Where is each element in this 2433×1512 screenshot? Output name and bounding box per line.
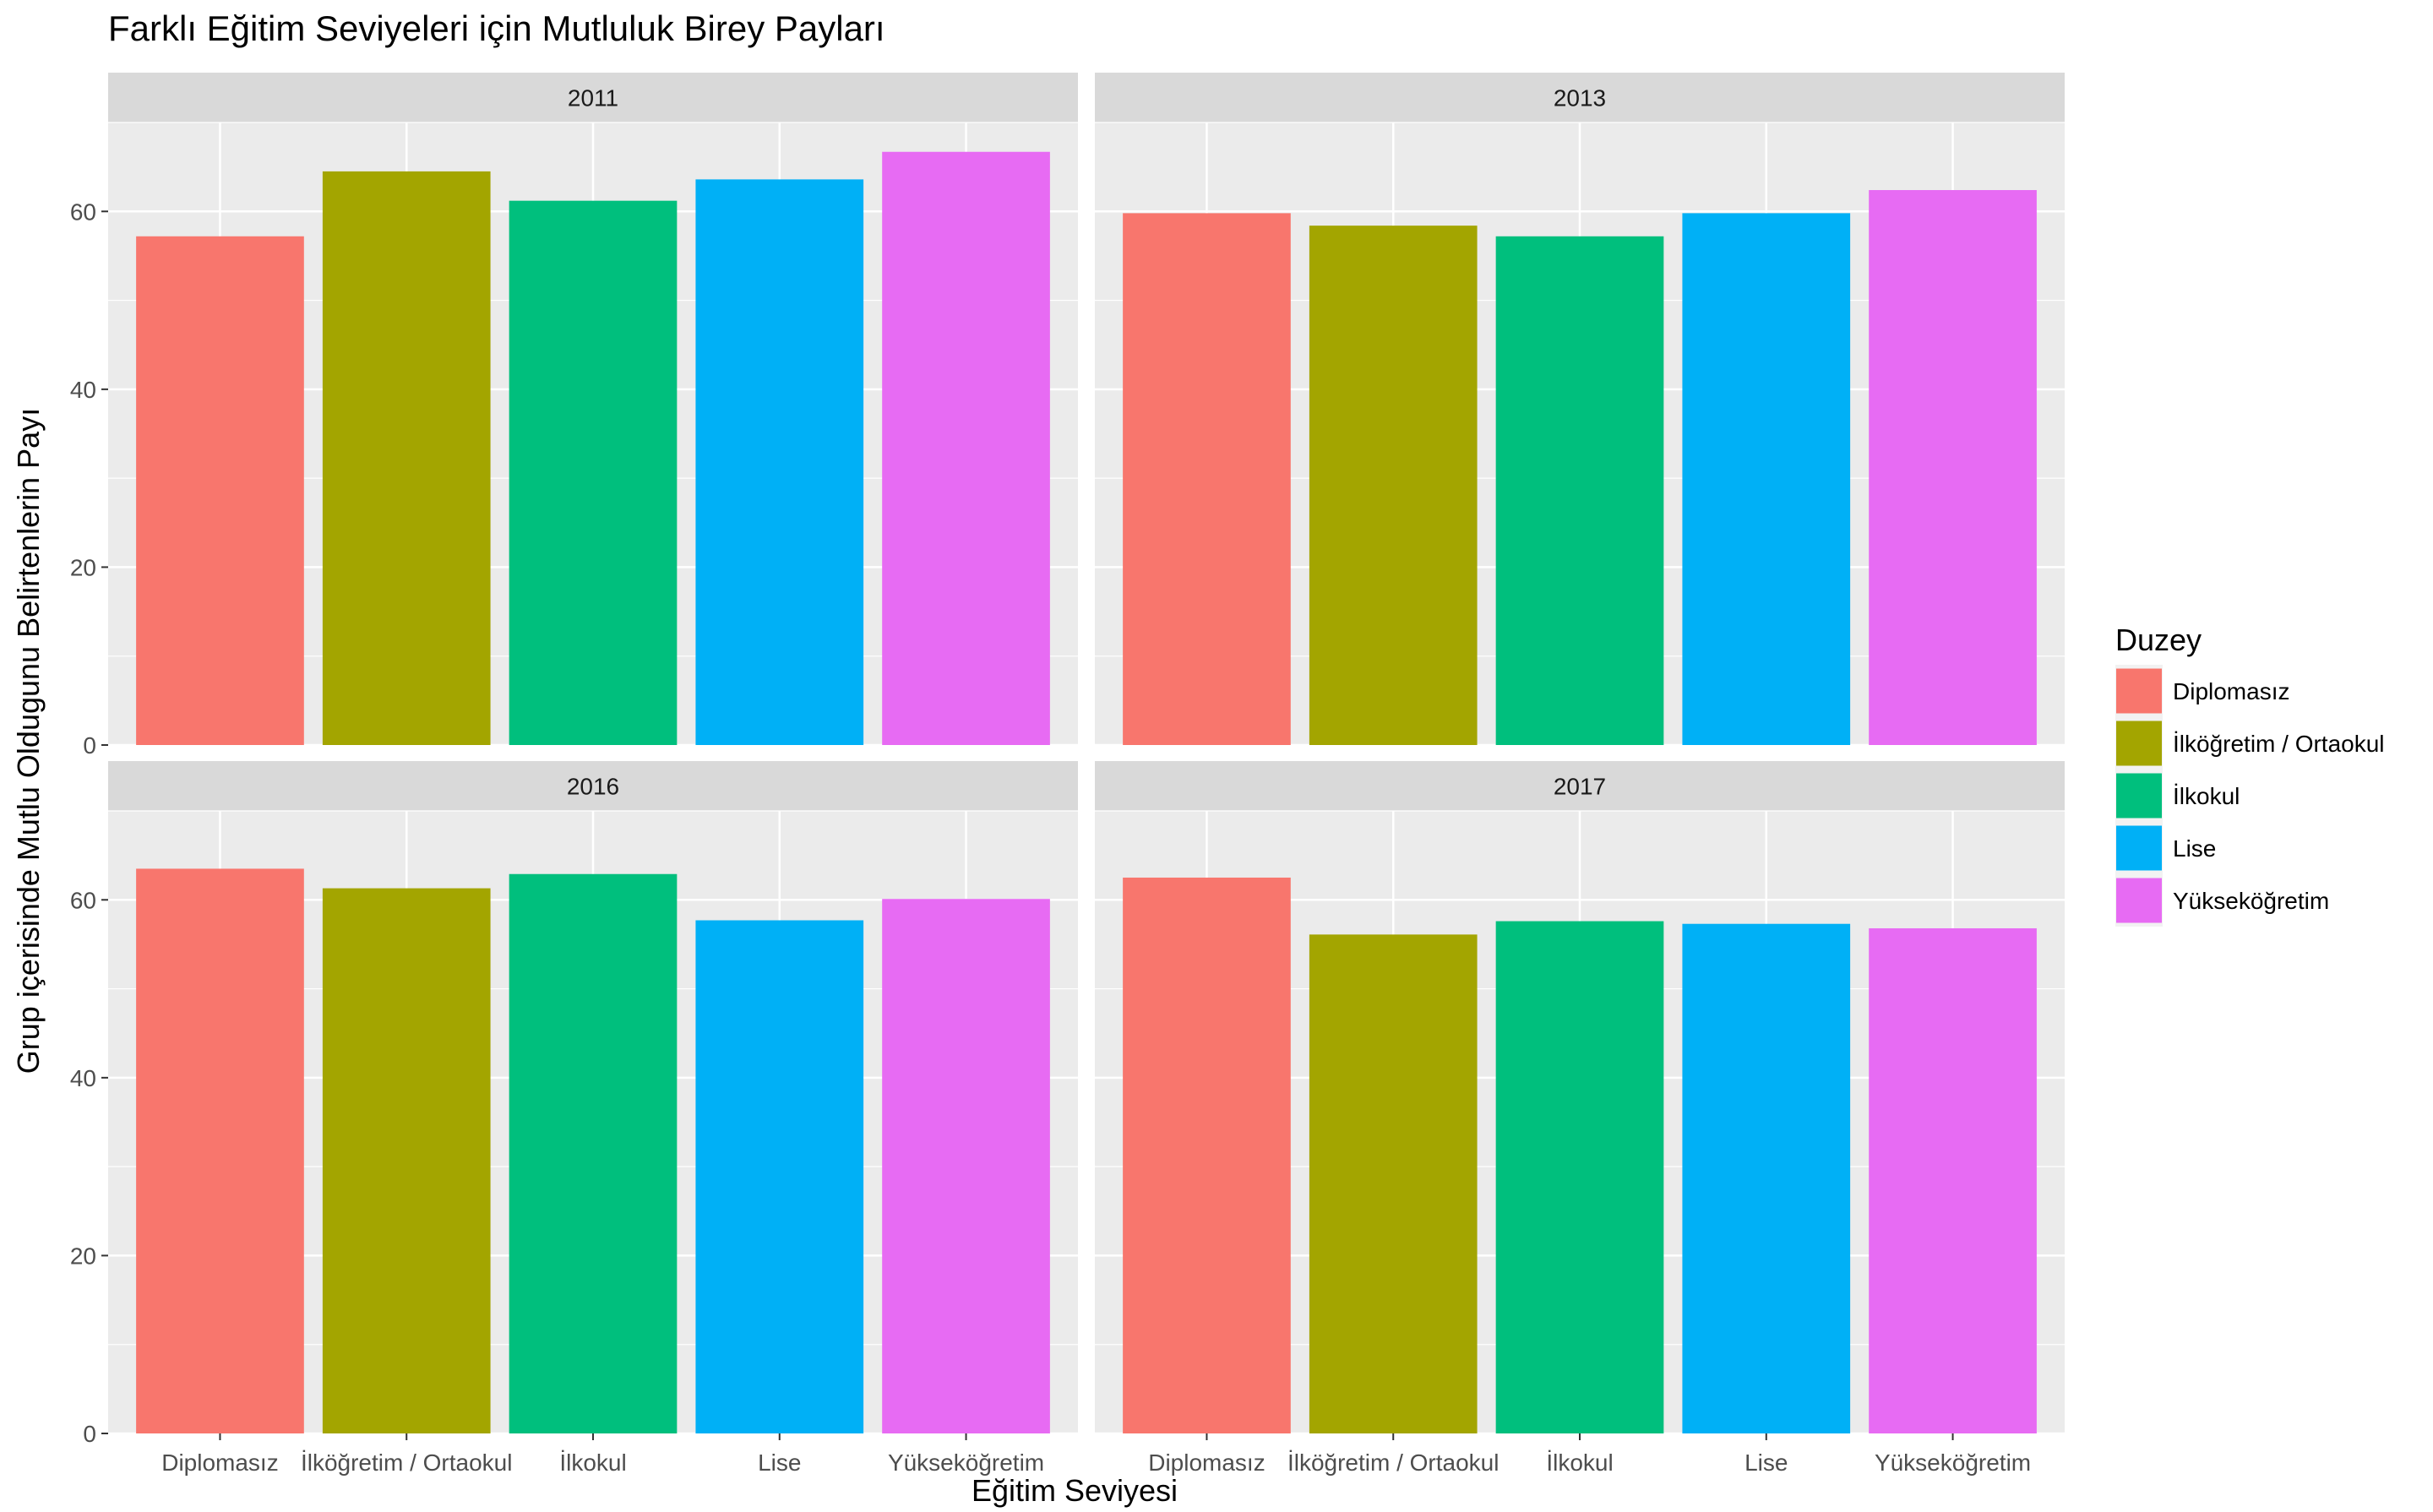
y-axis-title: Grup içerisinde Mutlu Oldugunu Belirtenl… bbox=[11, 408, 46, 1074]
legend-item: İlkokul bbox=[2115, 770, 2240, 822]
facet-strip-label: 2013 bbox=[1554, 85, 1606, 111]
y-tick-label: 60 bbox=[70, 199, 96, 225]
facet-panel: 2013 bbox=[1095, 73, 2065, 747]
legend-key bbox=[2116, 825, 2162, 871]
facet-panels: 2011 0 20 40 60 2013 2016 0 20 40 60 Diplomasız İlkö… bbox=[70, 73, 2065, 1476]
chart-title: Farklı Eğitim Seviyeleri için Mutluluk B… bbox=[108, 8, 885, 48]
bar bbox=[1495, 921, 1664, 1433]
y-tick-label: 60 bbox=[70, 887, 96, 913]
legend-key bbox=[2116, 878, 2162, 923]
legend-label: İlköğretim / Ortaokul bbox=[2173, 731, 2385, 757]
x-tick-label: İlköğretim / Ortaokul bbox=[301, 1449, 513, 1476]
bar bbox=[1123, 213, 1291, 746]
facet-panel: 2016 0 20 40 60 Diplomasız İlköğretim / Ortaok… bbox=[70, 761, 1078, 1476]
y-tick-label: 0 bbox=[83, 1421, 96, 1447]
x-tick-label: Diplomasız bbox=[1148, 1449, 1265, 1476]
x-tick-label: Diplomasız bbox=[161, 1449, 278, 1476]
bar bbox=[1123, 877, 1291, 1433]
bar bbox=[509, 200, 678, 745]
y-tick-label: 0 bbox=[83, 732, 96, 759]
bar bbox=[136, 868, 304, 1433]
x-tick-label: Yükseköğretim bbox=[1875, 1449, 2031, 1476]
legend-label: İlkokul bbox=[2173, 783, 2240, 809]
x-axis-title: Eğitim Seviyesi bbox=[972, 1473, 1178, 1508]
facet-strip-label: 2017 bbox=[1554, 774, 1606, 800]
bar bbox=[1682, 213, 1851, 746]
bar bbox=[1682, 923, 1851, 1433]
legend-key bbox=[2116, 668, 2162, 714]
y-tick-label: 20 bbox=[70, 1243, 96, 1269]
bar bbox=[882, 151, 1050, 746]
bar bbox=[882, 899, 1050, 1433]
y-tick-label: 40 bbox=[70, 1065, 96, 1091]
legend-item: Yükseköğretim bbox=[2115, 874, 2329, 927]
bar bbox=[1495, 236, 1664, 745]
legend-items: Diplomasız İlköğretim / Ortaokul İlkokul Li… bbox=[2115, 665, 2385, 927]
legend-label: Lise bbox=[2173, 835, 2216, 862]
legend-item: İlköğretim / Ortaokul bbox=[2115, 717, 2385, 770]
bar bbox=[695, 179, 864, 745]
facet-strip bbox=[108, 761, 1078, 811]
x-tick-label: İlkokul bbox=[1546, 1449, 1613, 1476]
legend-label: Yükseköğretim bbox=[2173, 888, 2329, 914]
x-tick-label: Lise bbox=[1744, 1449, 1788, 1476]
facet-strip bbox=[1095, 73, 2065, 122]
legend-label: Diplomasız bbox=[2173, 678, 2289, 704]
y-tick-label: 40 bbox=[70, 377, 96, 403]
legend-key bbox=[2116, 721, 2162, 766]
facet-panel: 2017 Diplomasız İlköğretim / Ortaokul İlkok… bbox=[1095, 761, 2065, 1476]
x-tick-label: Lise bbox=[758, 1449, 801, 1476]
y-tick-label: 20 bbox=[70, 554, 96, 580]
bar bbox=[509, 873, 678, 1433]
bar bbox=[322, 171, 491, 745]
facet-strip-label: 2011 bbox=[568, 85, 618, 111]
facet-strip-label: 2016 bbox=[567, 774, 619, 800]
bar bbox=[695, 920, 864, 1433]
bar bbox=[1309, 934, 1478, 1433]
x-tick-label: İlkokul bbox=[559, 1449, 626, 1476]
bar bbox=[1309, 226, 1478, 745]
facet-strip bbox=[1095, 761, 2065, 811]
x-tick-label: İlköğretim / Ortaokul bbox=[1287, 1449, 1500, 1476]
facet-strip bbox=[108, 73, 1078, 122]
facet-panel: 2011 0 20 40 60 bbox=[70, 73, 1078, 759]
legend-title: Duzey bbox=[2115, 623, 2202, 657]
bar bbox=[1869, 190, 2037, 745]
legend-key bbox=[2116, 773, 2162, 819]
legend-item: Diplomasız bbox=[2115, 665, 2289, 717]
x-tick-label: Yükseköğretim bbox=[888, 1449, 1044, 1476]
legend-item: Lise bbox=[2115, 822, 2216, 874]
bar bbox=[322, 888, 491, 1433]
bar bbox=[136, 236, 304, 745]
legend: Duzey Diplomasız İlköğretim / Ortaokul İlk… bbox=[2115, 623, 2385, 927]
bar bbox=[1869, 927, 2037, 1433]
